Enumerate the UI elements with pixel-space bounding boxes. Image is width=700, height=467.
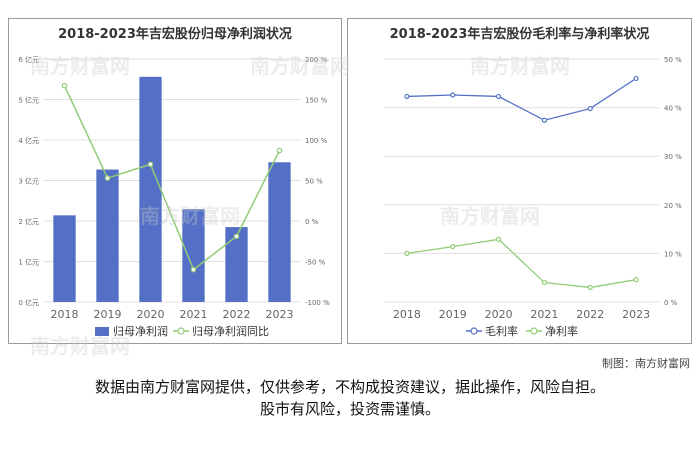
legend-marker-0 [470,327,478,335]
yoy-point-2023 [276,147,283,154]
y-right-tick-label: -50 % [305,259,326,267]
y-left-tick-label: 5 亿元 [18,96,39,105]
series-0-point-2020 [495,93,502,100]
disclaimer-line-2: 股市有风险，投资需谨慎。 [259,400,440,418]
y-left-tick-label: 0 亿元 [18,298,39,307]
yoy-point-2019 [104,175,111,181]
disclaimer-line-1: 数据由南方财富网提供，仅供参考，不构成投资建议，据此操作，风险自担。 [94,378,605,396]
y-left-tick-label: 2 亿元 [18,217,39,226]
series-1-point-2018 [404,250,410,256]
y-right-tick-label: 0 % [305,218,319,226]
margin-chart: 0 % 10 % 20 % 30 % 40 % 50 % 2018 2019 2020 2021 2… [384,56,682,338]
net-profit-chart: 0 亿元 1 亿元 2 亿元 3 亿元 4 亿元 5 亿元 6 亿元 -100 % -50 % 0… [18,55,330,338]
yoy-point-2021 [190,266,197,273]
net-profit-chart-panel: 2018-2023年吉宏股份归母净利润状况 0 亿元 1 亿元 2 亿元 3 亿元 4 … [8,18,342,344]
y-right-tick-label: 40 % [664,105,682,113]
y-right-tick-label: 10 % [664,250,682,258]
series-line-0 [406,77,637,121]
x-tick-label: 2019 [94,308,122,321]
series-1-point-2019 [450,243,456,250]
series-0-point-2019 [450,92,456,98]
y-right-tick-label: 150 % [305,97,328,105]
y-left-tick-label: 6 亿元 [18,55,39,64]
bar-2021 [182,209,205,302]
yoy-point-2018 [61,82,68,89]
margin-chart-panel: 2018-2023年吉宏股份毛利率与净利率状况 0 % 10 % 20 % 30 % 4… [347,18,692,344]
legend-line-marker [177,327,185,335]
x-tick-label: 2021 [530,308,558,321]
legend-label-1: 净利率 [545,324,578,338]
disclaimer: 数据由南方财富网提供，仅供参考，不构成投资建议，据此操作，风险自担。 股市有风险… [0,376,700,420]
y-right-tick-label: -100 % [305,299,330,307]
x-tick-label: 2018 [393,308,421,321]
series-1-point-2023 [633,277,639,283]
series-line-1 [406,238,637,289]
yoy-point-2020 [147,161,154,168]
series-1-point-2021 [541,279,548,286]
legend-line-label: 归母净利润同比 [192,324,269,338]
y-right-tick-label: 100 % [305,137,328,145]
bar-2019 [96,169,119,302]
y-right-tick-label: 0 % [664,299,678,307]
y-left-tick-label: 1 亿元 [18,258,39,267]
y-right-tick-label: 50 % [664,56,682,64]
legend-bar-swatch [95,327,109,336]
series-0-point-2021 [541,117,548,123]
x-tick-label: 2022 [576,308,604,321]
legend-marker-1 [530,327,538,335]
x-tick-label: 2023 [622,308,650,321]
series-0-point-2023 [633,75,639,82]
bar-2018 [53,215,76,302]
y-right-tick-label: 200 % [305,56,328,64]
yoy-point-2022 [233,233,240,240]
bar-2020 [139,76,162,302]
legend-label-0: 毛利率 [485,324,518,338]
y-left-tick-label: 4 亿元 [18,136,39,145]
y-left-tick-label: 3 亿元 [18,177,39,186]
bar-2022 [225,227,248,302]
series-0-point-2022 [587,105,593,112]
bar-2023 [268,162,291,302]
y-right-tick-label: 50 % [305,178,323,186]
legend-bar-label: 归母净利润 [113,324,168,338]
x-tick-label: 2022 [223,308,251,321]
series-1-point-2022 [587,284,593,291]
y-right-tick-label: 30 % [664,153,682,161]
x-tick-label: 2020 [485,308,513,321]
chart-credit: 制图：南方财富网 [602,357,690,370]
x-tick-label: 2021 [180,308,208,321]
series-1-point-2020 [495,236,502,242]
margin-chart-title: 2018-2023年吉宏股份毛利率与净利率状况 [389,27,650,42]
y-right-tick-label: 20 % [664,202,682,210]
yoy-line [63,85,281,271]
x-tick-label: 2018 [51,308,79,321]
x-tick-label: 2023 [266,308,294,321]
x-tick-label: 2020 [137,308,165,321]
series-0-point-2018 [404,93,410,100]
x-tick-label: 2019 [439,308,467,321]
net-profit-chart-title: 2018-2023年吉宏股份归母净利润状况 [58,27,292,42]
